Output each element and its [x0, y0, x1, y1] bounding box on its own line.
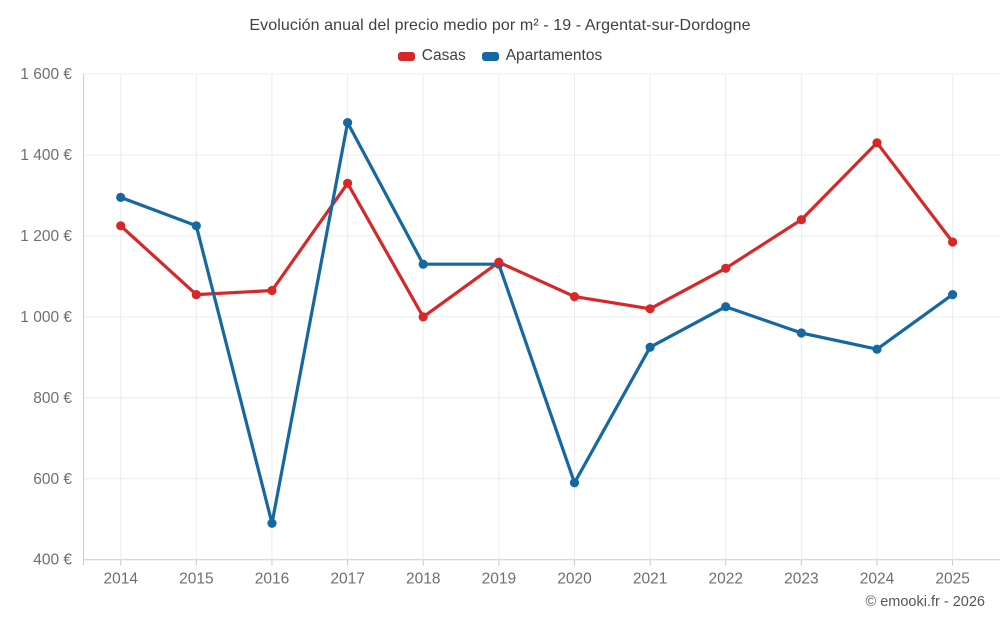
data-point-apartamentos-2017[interactable]: [343, 118, 353, 128]
footer-credit-link[interactable]: © emooki.fr - 2026: [865, 594, 985, 610]
series-line-casas: [119, 141, 955, 319]
chart-legend: Casas Apartamentos: [0, 47, 1000, 65]
x-tick-label: 2022: [708, 571, 742, 588]
data-point-casas-2022[interactable]: [721, 263, 731, 273]
data-point-apartamentos-2022[interactable]: [721, 302, 731, 312]
data-point-casas-2015[interactable]: [191, 290, 201, 300]
legend-label-casas: Casas: [421, 47, 466, 64]
x-tick-label: 2024: [860, 571, 895, 588]
data-point-casas-2021[interactable]: [645, 304, 655, 314]
x-tick-label: 2014: [103, 571, 138, 588]
x-tick-label: 2019: [482, 571, 516, 588]
x-tick-label: 2015: [179, 571, 213, 588]
x-tick-label: 2020: [557, 571, 592, 588]
legend-item-casas[interactable]: Casas: [397, 47, 466, 65]
data-point-casas-2023[interactable]: [796, 215, 807, 225]
data-point-apartamentos-2025[interactable]: [948, 290, 958, 300]
data-point-apartamentos-2024[interactable]: [872, 344, 882, 354]
y-tick-label: 1 000 €: [20, 309, 72, 326]
y-tick-label: 1 600 €: [20, 66, 72, 83]
legend-swatch-casas: [397, 51, 415, 61]
data-point-apartamentos-2014[interactable]: [116, 192, 126, 202]
data-point-casas-2020[interactable]: [569, 292, 580, 302]
y-tick-label: 1 400 €: [20, 147, 72, 164]
legend-swatch-apartamentos: [481, 51, 499, 61]
x-tick-label: 2018: [406, 571, 440, 588]
x-tick-label: 2025: [935, 571, 969, 588]
x-tick-label: 2023: [784, 571, 818, 588]
data-point-apartamentos-2021[interactable]: [645, 342, 655, 352]
data-point-casas-2014[interactable]: [116, 221, 126, 231]
y-tick-label: 800 €: [33, 390, 72, 407]
data-point-casas-2016[interactable]: [267, 285, 277, 296]
y-tick-label: 600 €: [33, 471, 72, 488]
x-tick-label: 2021: [633, 571, 667, 588]
data-point-apartamentos-2016[interactable]: [267, 518, 277, 528]
x-tick-label: 2017: [330, 571, 364, 588]
data-point-casas-2019[interactable]: [494, 257, 504, 267]
y-tick-label: 400 €: [33, 552, 72, 569]
x-tick-label: 2016: [255, 571, 289, 588]
data-point-casas-2017[interactable]: [343, 178, 353, 188]
data-point-apartamentos-2015[interactable]: [191, 221, 201, 231]
legend-item-apartamentos[interactable]: Apartamentos: [481, 47, 603, 65]
data-point-apartamentos-2023[interactable]: [796, 328, 807, 338]
legend-label-apartamentos: Apartamentos: [505, 47, 603, 64]
series-line-apartamentos: [119, 120, 955, 525]
data-point-apartamentos-2020[interactable]: [569, 478, 580, 488]
y-tick-label: 1 200 €: [20, 228, 72, 245]
chart-title: Evolución anual del precio medio por m² …: [249, 17, 751, 34]
data-point-casas-2018[interactable]: [418, 312, 428, 322]
data-point-casas-2025[interactable]: [948, 237, 958, 247]
data-point-casas-2024[interactable]: [872, 138, 882, 148]
data-point-apartamentos-2018[interactable]: [418, 259, 428, 269]
